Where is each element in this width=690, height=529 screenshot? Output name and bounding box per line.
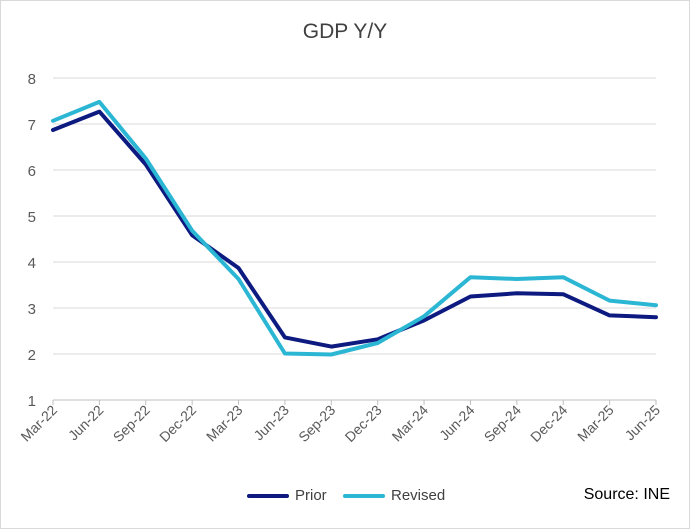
x-tick-label: Mar-22 [17, 402, 60, 445]
x-tick-label: Sep-23 [295, 402, 338, 445]
y-tick-label: 6 [28, 163, 36, 180]
x-axis-ticks: Mar-22 Jun-22 Sep-22 Dec-22 Mar-23 Jun-23 Sep-… [17, 400, 663, 445]
legend-item-prior: Prior [247, 487, 327, 504]
y-tick-label: 7 [28, 117, 36, 134]
x-tick-label: Dec-24 [527, 402, 570, 445]
x-tick-label: Mar-23 [203, 402, 246, 445]
legend-item-revised: Revised [343, 487, 445, 504]
legend-swatch-revised [343, 493, 385, 498]
x-tick-label: Jun-25 [622, 402, 664, 444]
y-tick-label: 4 [28, 255, 36, 272]
x-tick-label: Dec-22 [156, 402, 199, 445]
y-tick-label: 1 [28, 393, 36, 410]
y-tick-label: 2 [28, 347, 36, 364]
y-tick-label: 8 [28, 71, 36, 88]
legend-label-prior: Prior [295, 487, 327, 504]
x-tick-label: Jun-24 [436, 402, 478, 444]
x-tick-label: Jun-22 [65, 402, 107, 444]
chart-title: GDP Y/Y [302, 20, 388, 43]
x-tick-label: Dec-23 [342, 402, 385, 445]
x-tick-label: Jun-23 [250, 402, 292, 444]
legend-swatch-prior [247, 493, 289, 498]
series-lines [51, 99, 658, 357]
gridlines [53, 77, 656, 401]
x-tick-label: Mar-25 [574, 402, 617, 445]
series-line-prior [51, 109, 658, 349]
y-tick-label: 3 [28, 301, 36, 318]
x-tick-label: Mar-24 [389, 402, 432, 445]
series-line-revised [51, 99, 658, 357]
legend-label-revised: Revised [391, 487, 446, 504]
x-tick-label: Sep-24 [481, 402, 524, 445]
y-tick-label: 5 [28, 209, 36, 226]
y-axis-ticks: 1 2 3 4 5 6 7 8 [28, 71, 36, 410]
source-note: Source: INE [583, 486, 670, 503]
x-tick-label: Sep-22 [110, 402, 153, 445]
